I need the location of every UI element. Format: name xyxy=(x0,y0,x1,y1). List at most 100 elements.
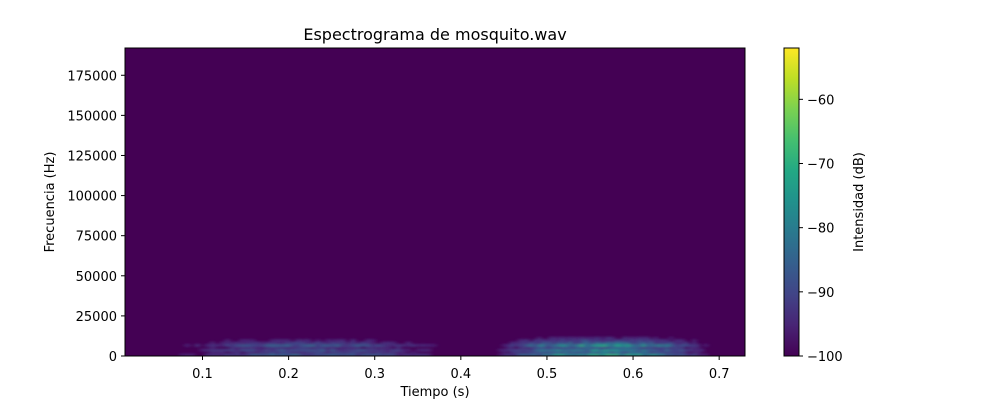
spectrogram-cell xyxy=(544,346,550,350)
spectrogram-cell xyxy=(350,343,356,347)
spectrogram-cell xyxy=(214,343,221,347)
spectrogram-cell xyxy=(610,336,616,340)
spectrogram-cell xyxy=(254,343,261,347)
colorbar-label: Intensidad (dB) xyxy=(852,152,867,252)
spectrogram-cell xyxy=(517,341,523,345)
spectrogram-cell xyxy=(661,348,666,352)
spectrogram-cell xyxy=(657,339,662,342)
spectrogram-cell xyxy=(680,348,685,352)
plot-frame xyxy=(124,47,746,357)
spectrogram-cell xyxy=(355,353,361,356)
spectrogram-cell xyxy=(657,346,662,350)
spectrogram-cell xyxy=(395,348,402,352)
spectrogram-cell xyxy=(540,343,546,347)
spectrogram-cell xyxy=(325,351,331,354)
spectrogram-cell xyxy=(498,348,503,352)
spectrogram-cell xyxy=(618,346,623,350)
spectrogram-cell xyxy=(672,339,678,342)
spectrogram-cell xyxy=(614,353,620,356)
spectrogram-cell xyxy=(285,343,291,347)
spectrogram-cell xyxy=(587,348,592,352)
chart-title: Espectrograma de mosquito.wav xyxy=(303,25,566,44)
spectrogram-cell xyxy=(295,353,301,356)
spectrogram-cell xyxy=(610,339,616,342)
spectrogram-cell xyxy=(637,348,643,352)
spectrogram-cell xyxy=(583,341,589,345)
spectrogram-cell xyxy=(269,348,276,352)
spectrogram-cell xyxy=(595,348,600,352)
spectrogram-cell xyxy=(641,351,647,354)
spectrogram-cell xyxy=(350,346,356,350)
spectrogram-cell xyxy=(602,341,608,345)
spectrogram-cell xyxy=(548,343,554,347)
spectrogram-cell xyxy=(259,346,266,350)
spectrogram-cell xyxy=(234,343,241,347)
spectrogram-cell xyxy=(209,353,216,356)
spectrogram-cell xyxy=(370,351,377,354)
spectrogram-cell xyxy=(509,343,515,347)
spectrogram-cell xyxy=(305,348,311,352)
spectrogram-cell xyxy=(360,351,366,354)
spectrogram-cell xyxy=(340,346,346,350)
spectrogram-cell xyxy=(509,351,515,354)
spectrogram-cell xyxy=(320,343,326,347)
spectrogram-cell xyxy=(540,353,546,356)
spectrogram-cell xyxy=(305,341,311,345)
spectrogram-cell xyxy=(599,339,604,342)
colorbar-tick-label: −70 xyxy=(807,158,834,173)
spectrogram-cell xyxy=(661,351,666,354)
spectrogram-cell xyxy=(355,343,361,347)
spectrogram-cell xyxy=(537,336,542,340)
y-tick-label: 0 xyxy=(109,350,117,365)
y-tick-label: 100000 xyxy=(67,190,117,205)
spectrogram-cell xyxy=(630,336,635,340)
spectrogram-cell xyxy=(657,351,662,354)
x-tick-label: 0.6 xyxy=(623,367,644,382)
spectrogram-cell xyxy=(575,346,581,350)
spectrogram-cell xyxy=(310,346,316,350)
spectrogram-cell xyxy=(380,341,387,345)
spectrogram-cell xyxy=(630,353,635,356)
spectrogram-cell xyxy=(264,343,271,347)
spectrogram-cell xyxy=(249,343,256,347)
spectrogram-cell xyxy=(684,348,689,352)
spectrogram-cell xyxy=(544,353,550,356)
spectrogram-cell xyxy=(365,353,372,356)
spectrogram-cell xyxy=(610,348,616,352)
spectrogram-cell xyxy=(587,351,592,354)
spectrogram-cell xyxy=(325,343,331,347)
spectrogram-cell xyxy=(540,341,546,345)
spectrogram-cell xyxy=(672,353,678,356)
spectrogram-cell xyxy=(335,348,341,352)
spectrogram-cell xyxy=(568,346,573,350)
spectrogram-cell xyxy=(645,339,651,342)
colorbar-tick-label: −100 xyxy=(807,350,843,365)
spectrogram-cell xyxy=(410,353,417,356)
spectrogram-cell xyxy=(533,346,538,350)
spectrogram-cell xyxy=(400,351,407,354)
spectrogram-cell xyxy=(552,346,558,350)
spectrogram-cell xyxy=(664,351,670,354)
spectrogram-cell xyxy=(345,353,351,356)
spectrogram-cell xyxy=(657,348,662,352)
spectrogram-cell xyxy=(529,343,534,347)
spectrogram-cell xyxy=(637,339,643,342)
spectrogram-cell xyxy=(641,343,647,347)
spectrogram-cell xyxy=(556,343,561,347)
spectrogram-cell xyxy=(637,336,643,340)
spectrogram-cell xyxy=(295,346,301,350)
spectrogram-cell xyxy=(229,348,236,352)
spectrogram-cell xyxy=(525,343,530,347)
spectrogram-cell xyxy=(626,351,631,354)
spectrogram-cell xyxy=(380,346,387,350)
spectrogram-cell xyxy=(506,346,511,350)
spectrogram-cell xyxy=(703,343,709,347)
y-tick-label: 150000 xyxy=(67,109,117,124)
spectrogram-cell xyxy=(204,348,211,352)
spectrogram-cell xyxy=(618,351,623,354)
spectrogram-cell xyxy=(556,336,561,340)
spectrogram-cell xyxy=(370,343,377,347)
spectrogram-cell xyxy=(502,343,507,347)
spectrogram-cell xyxy=(533,353,538,356)
spectrogram-cell xyxy=(335,351,341,354)
